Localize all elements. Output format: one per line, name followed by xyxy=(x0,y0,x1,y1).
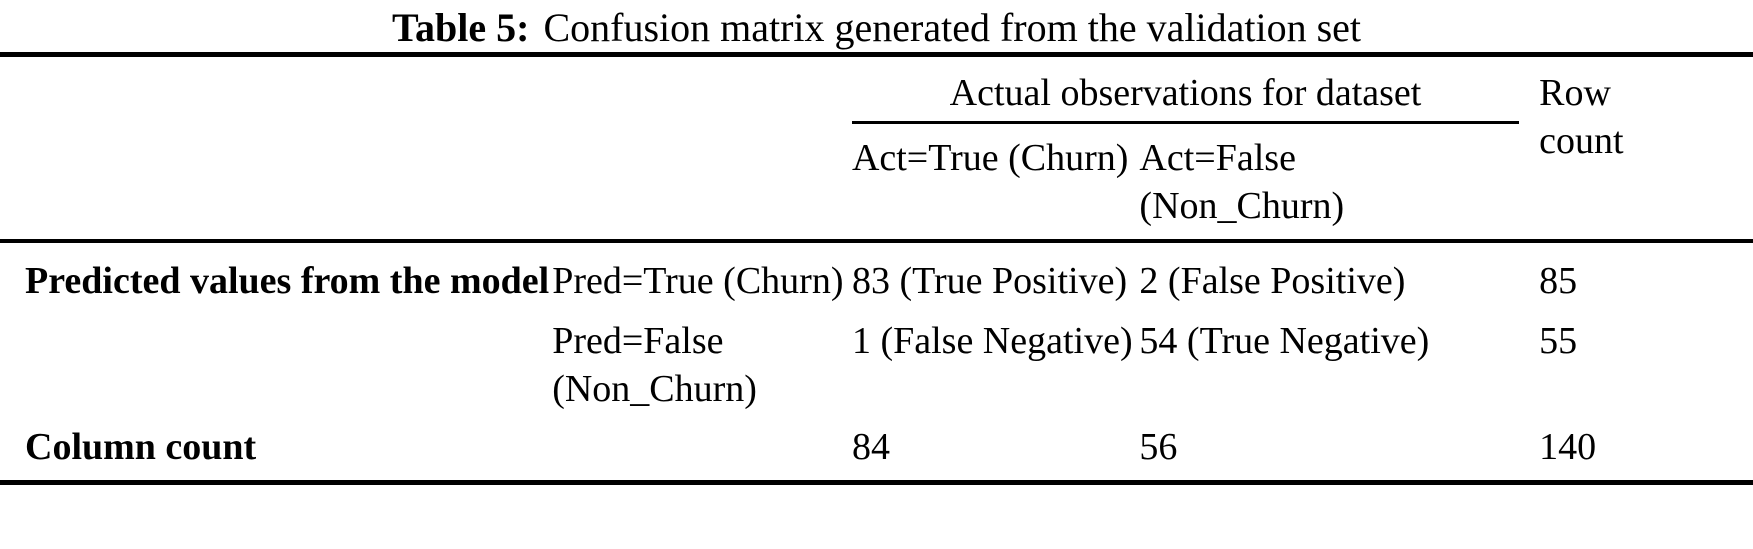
true-negative-value-cell: 54 (True Negative) xyxy=(1139,320,1430,362)
table-row-pred-false: Pred=False (Non_Churn) 1 (False Negative… xyxy=(0,311,1753,417)
header-row-subcolumns: Act=True (Churn) Act=False (Non_Churn) xyxy=(0,124,1753,241)
false-positive-value-cell: 2 (False Positive) xyxy=(1139,239,1540,311)
column-count-false-cell: 56 xyxy=(1139,426,1178,468)
pred-true-label-cell: Pred=True (Churn) xyxy=(552,239,852,311)
column-count-label-cell: Column count xyxy=(25,426,257,468)
table-caption-text: Confusion matrix generated from the vali… xyxy=(543,5,1361,50)
row-count-value-cell-2: 55 xyxy=(1539,320,1578,362)
header-row-group: Actual observations for dataset Row coun… xyxy=(0,55,1753,162)
table-row-pred-true: Predicted values from the model Pred=Tru… xyxy=(0,239,1753,417)
table-caption: Table 5: Confusion matrix generated from … xyxy=(0,0,1753,52)
total-count-cell: 140 xyxy=(1539,426,1597,468)
table-row-column-count: Column count 84 56 140 xyxy=(0,417,1753,483)
table-caption-label: Table 5: xyxy=(391,5,530,50)
false-negative-value-cell: 1 (False Negative) xyxy=(851,320,1133,362)
act-true-header-cell: Act=True (Churn) xyxy=(851,137,1129,179)
row-count-value-cell-1: 85 xyxy=(1539,239,1753,311)
column-count-empty-cell xyxy=(552,417,852,483)
subheader-empty-cell-2 xyxy=(552,124,852,241)
true-positive-value-cell: 83 (True Positive) xyxy=(851,239,1140,311)
pred-false-label-cell: Pred=False (Non_Churn) xyxy=(552,320,757,410)
header-empty-cell-2 xyxy=(552,55,852,125)
subheader-empty-cell-1 xyxy=(0,124,552,241)
predicted-values-label-cell: Predicted values from the model xyxy=(0,239,553,417)
confusion-matrix-table: Actual observations for dataset Row coun… xyxy=(0,52,1753,485)
act-false-header-cell: Act=False (Non_Churn) xyxy=(1139,137,1345,227)
actual-observations-group-label: Actual observations for dataset xyxy=(851,69,1520,124)
header-empty-cell-1 xyxy=(0,55,552,125)
column-count-true-cell: 84 xyxy=(851,426,890,468)
actual-observations-group-cell: Actual observations for dataset xyxy=(851,55,1539,124)
row-count-header-cell: Row count xyxy=(1539,72,1624,162)
